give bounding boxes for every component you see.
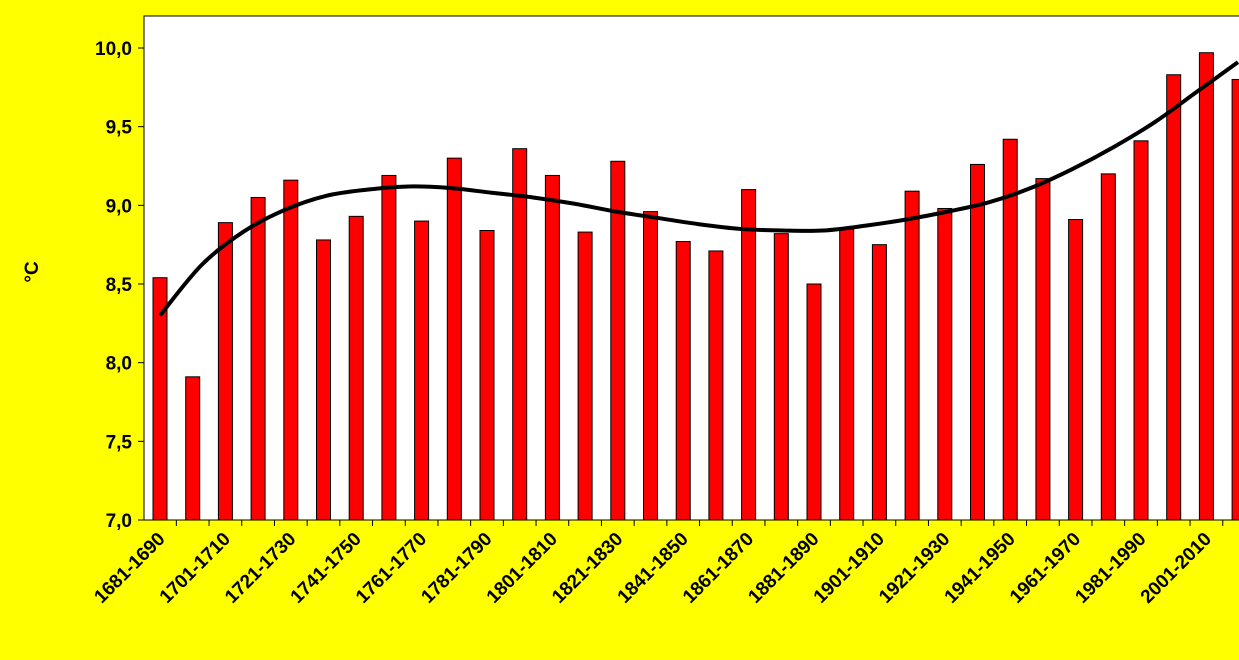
bar-1801-1810: [544, 174, 560, 521]
bar-1681-1690: [152, 277, 168, 521]
bar-1741-1750: [348, 215, 364, 521]
bar-1821-1830: [610, 160, 626, 521]
bars-group: [152, 52, 1239, 521]
bar-1711-1720: [250, 196, 266, 521]
bar-1771-1780: [446, 157, 462, 521]
y-tick-label: 9,5: [106, 118, 133, 139]
bar-1981-1990: [1133, 140, 1149, 521]
y-axis-title: °C: [22, 261, 43, 283]
bar-1691-1700: [185, 376, 201, 521]
bar-1901-1910: [871, 244, 887, 521]
trend-line: [158, 60, 1239, 317]
bar-1941-1950: [1002, 138, 1018, 521]
bar-1911-1920: [904, 190, 920, 521]
bar-1731-1740: [316, 239, 331, 521]
bar-1961-1970: [1068, 218, 1084, 521]
bar-1721-1730: [283, 179, 299, 521]
bar-1781-1790: [479, 230, 495, 521]
bar-1701-1710: [217, 222, 233, 521]
y-tick-label: 9,0: [106, 196, 132, 217]
bar-1921-1930: [937, 207, 953, 521]
y-tick-label: 8,0: [106, 354, 132, 375]
bar-1871-1880: [773, 233, 789, 521]
y-tick-label: 8,5: [106, 275, 133, 296]
bar-1851-1860: [708, 250, 724, 521]
bar-1881-1890: [806, 283, 822, 521]
x-tick-label: 2001-2010: [1137, 529, 1216, 608]
y-tick-label: 7,5: [106, 432, 133, 453]
bar-2011-2020: [1231, 78, 1239, 521]
bar-1831-1840: [643, 211, 658, 521]
bar-1791-1800: [512, 148, 528, 521]
y-tick-label: 7,0: [106, 511, 132, 532]
y-tick-label: 10,0: [95, 39, 132, 60]
bar-1761-1770: [414, 220, 430, 521]
bar-1861-1870: [741, 189, 757, 521]
bar-1991-2000: [1166, 74, 1182, 521]
bar-1971-1980: [1100, 173, 1116, 521]
bar-1891-1900: [839, 228, 855, 521]
bar-1931-1940: [970, 163, 985, 521]
bar-2001-2010: [1198, 52, 1214, 521]
bar-1951-1960: [1035, 178, 1051, 521]
bar-1751-1760: [381, 174, 397, 521]
bar-1811-1820: [577, 231, 593, 521]
bar-1841-1850: [675, 241, 691, 521]
